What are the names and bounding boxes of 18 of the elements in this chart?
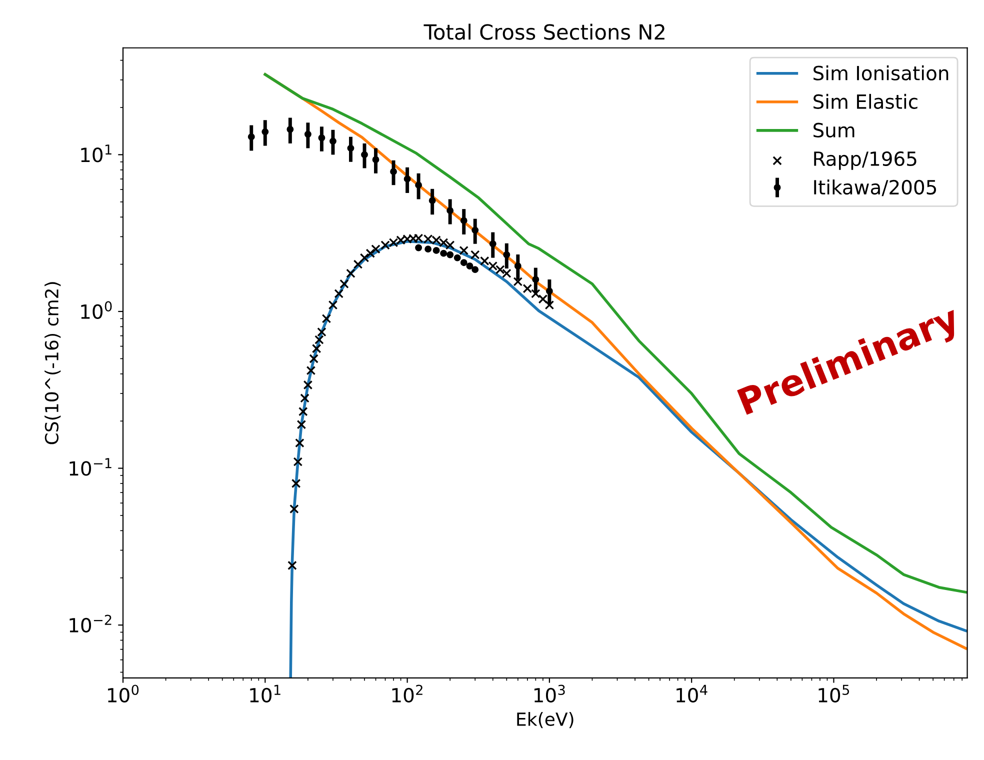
y-tick-label: 10$^{0}$ bbox=[81, 301, 112, 319]
x-tick-label: 10$^{1}$ bbox=[250, 684, 280, 703]
legend-label: Sim Ionisation bbox=[814, 65, 948, 80]
x-tick-label: 10$^{5}$ bbox=[818, 684, 850, 703]
y-tick-label: 10$^{−1}$ bbox=[70, 458, 112, 476]
y-tick-label: 10$^{1}$ bbox=[81, 144, 112, 162]
y-axis-title: CS(10^(-16) cm2) bbox=[44, 282, 61, 444]
x-tick-label: 10$^{2}$ bbox=[392, 684, 422, 703]
chart-title: Total Cross Sections N2 bbox=[424, 24, 664, 40]
legend-label: Sim Elastic bbox=[814, 94, 918, 109]
x-axis-title: Ek(eV) bbox=[517, 712, 574, 728]
x-tick-label: 10$^{4}$ bbox=[676, 684, 708, 703]
legend-label: Sum bbox=[814, 122, 854, 138]
y-tick-label: 10$^{−2}$ bbox=[70, 614, 112, 633]
legend-label: Itikawa/2005 bbox=[814, 180, 936, 196]
x-tick-label: 10$^{3}$ bbox=[534, 684, 565, 703]
legend-label: Rapp/1965 bbox=[814, 151, 916, 170]
x-tick-label: 10$^{0}$ bbox=[108, 684, 139, 703]
